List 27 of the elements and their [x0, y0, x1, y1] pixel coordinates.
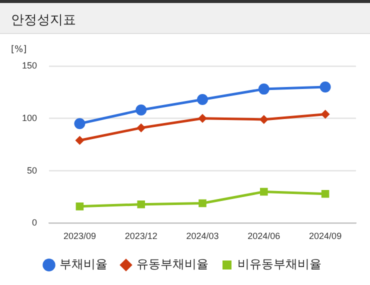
legend-label: 유동부채비율	[136, 257, 208, 272]
y-tick-label: 150	[22, 60, 38, 70]
point	[137, 200, 145, 208]
x-tick-label: 2024/06	[248, 231, 280, 242]
x-tick-label: 2024/03	[186, 231, 219, 242]
y-axis-title: [%]	[11, 45, 27, 55]
point	[260, 188, 268, 196]
point	[75, 136, 84, 145]
chart-title: 안정성지표	[0, 0, 370, 34]
point	[136, 123, 146, 132]
point	[76, 202, 84, 210]
point	[74, 118, 86, 130]
legend-label: 부채비율	[60, 257, 108, 272]
y-tick-label: 0	[32, 218, 38, 228]
point	[197, 94, 208, 106]
x-tick-label: 2023/12	[124, 231, 158, 242]
point	[320, 110, 330, 119]
y-tick-label: 100	[22, 112, 38, 123]
point	[321, 190, 330, 198]
point	[136, 104, 147, 116]
point	[320, 81, 331, 92]
point	[198, 199, 206, 208]
y-tick-label: 50	[27, 165, 38, 176]
x-tick-label: 2023/09	[63, 231, 96, 242]
x-tick-label: 2024/09	[309, 231, 342, 242]
legend-label: 비유동부채비율	[238, 257, 322, 272]
point	[258, 84, 270, 95]
